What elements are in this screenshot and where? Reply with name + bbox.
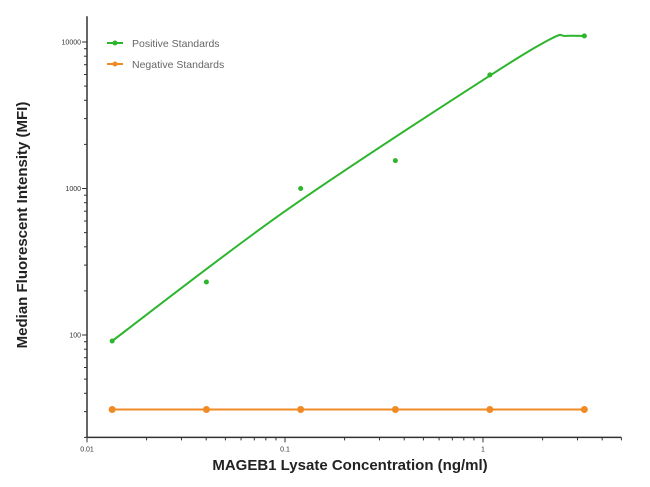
- legend-label: Positive Standards: [132, 38, 220, 50]
- y-tick-label: 100: [69, 333, 81, 340]
- x-axis-label: MAGEB1 Lysate Concentration (ng/ml): [212, 457, 487, 474]
- legend-swatch-marker: [112, 40, 118, 46]
- legend-swatch-marker: [112, 61, 118, 67]
- data-point: [297, 406, 305, 414]
- legend-label: Negative Standards: [132, 59, 224, 71]
- legend: Positive Standards Negative Standards: [107, 38, 224, 71]
- series-positive: [109, 33, 587, 344]
- data-point: [298, 186, 304, 191]
- y-tick-label: 1000: [65, 186, 81, 193]
- x-tick-label: 0.01: [80, 446, 94, 453]
- data-point: [581, 33, 587, 39]
- data-point: [392, 158, 398, 164]
- data-point: [487, 72, 493, 78]
- x-tick-label: 0.1: [280, 446, 290, 453]
- data-point: [108, 406, 116, 414]
- data-point: [580, 406, 588, 414]
- series-negative: [108, 406, 588, 414]
- axes: 0.01 0.1 1 100 1000 10000: [62, 16, 622, 453]
- plot-area: [108, 33, 588, 414]
- data-point: [109, 338, 115, 344]
- data-point: [203, 279, 209, 285]
- data-point: [391, 406, 399, 414]
- series-line: [111, 33, 585, 342]
- y-tick-label: 10000: [62, 40, 82, 47]
- y-axis-label: Median Fluorescent Intensity (MFI): [14, 102, 31, 349]
- x-tick-label: 1: [481, 446, 485, 453]
- data-point: [202, 406, 210, 414]
- data-point: [486, 406, 494, 414]
